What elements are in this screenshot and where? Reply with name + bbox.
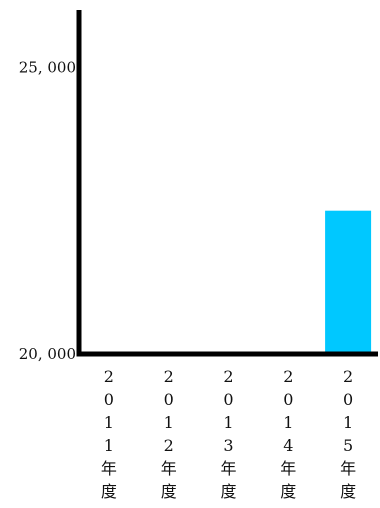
axes-layer [76, 10, 378, 357]
x-category-label: 2 0 1 3 年度 [220, 367, 236, 501]
bar-4 [325, 210, 372, 354]
bars-layer [325, 210, 372, 354]
x-category-label: 2 0 1 5 年度 [340, 367, 356, 501]
y-tick-labels: 20, 000 25, 000 [19, 58, 76, 363]
x-category-label: 2 0 1 4 年度 [280, 367, 296, 501]
y-tick-label: 25, 000 [19, 58, 76, 76]
y-tick-label: 20, 000 [19, 345, 76, 363]
x-category-labels: 2 0 1 1 年度 2 0 1 2 年度 2 0 1 3 年度 2 0 1 4 年度 2 0 1 5 年度 [101, 367, 356, 501]
x-category-label: 2 0 1 1 年度 [101, 367, 117, 501]
x-category-label: 2 0 1 2 年度 [161, 367, 177, 501]
